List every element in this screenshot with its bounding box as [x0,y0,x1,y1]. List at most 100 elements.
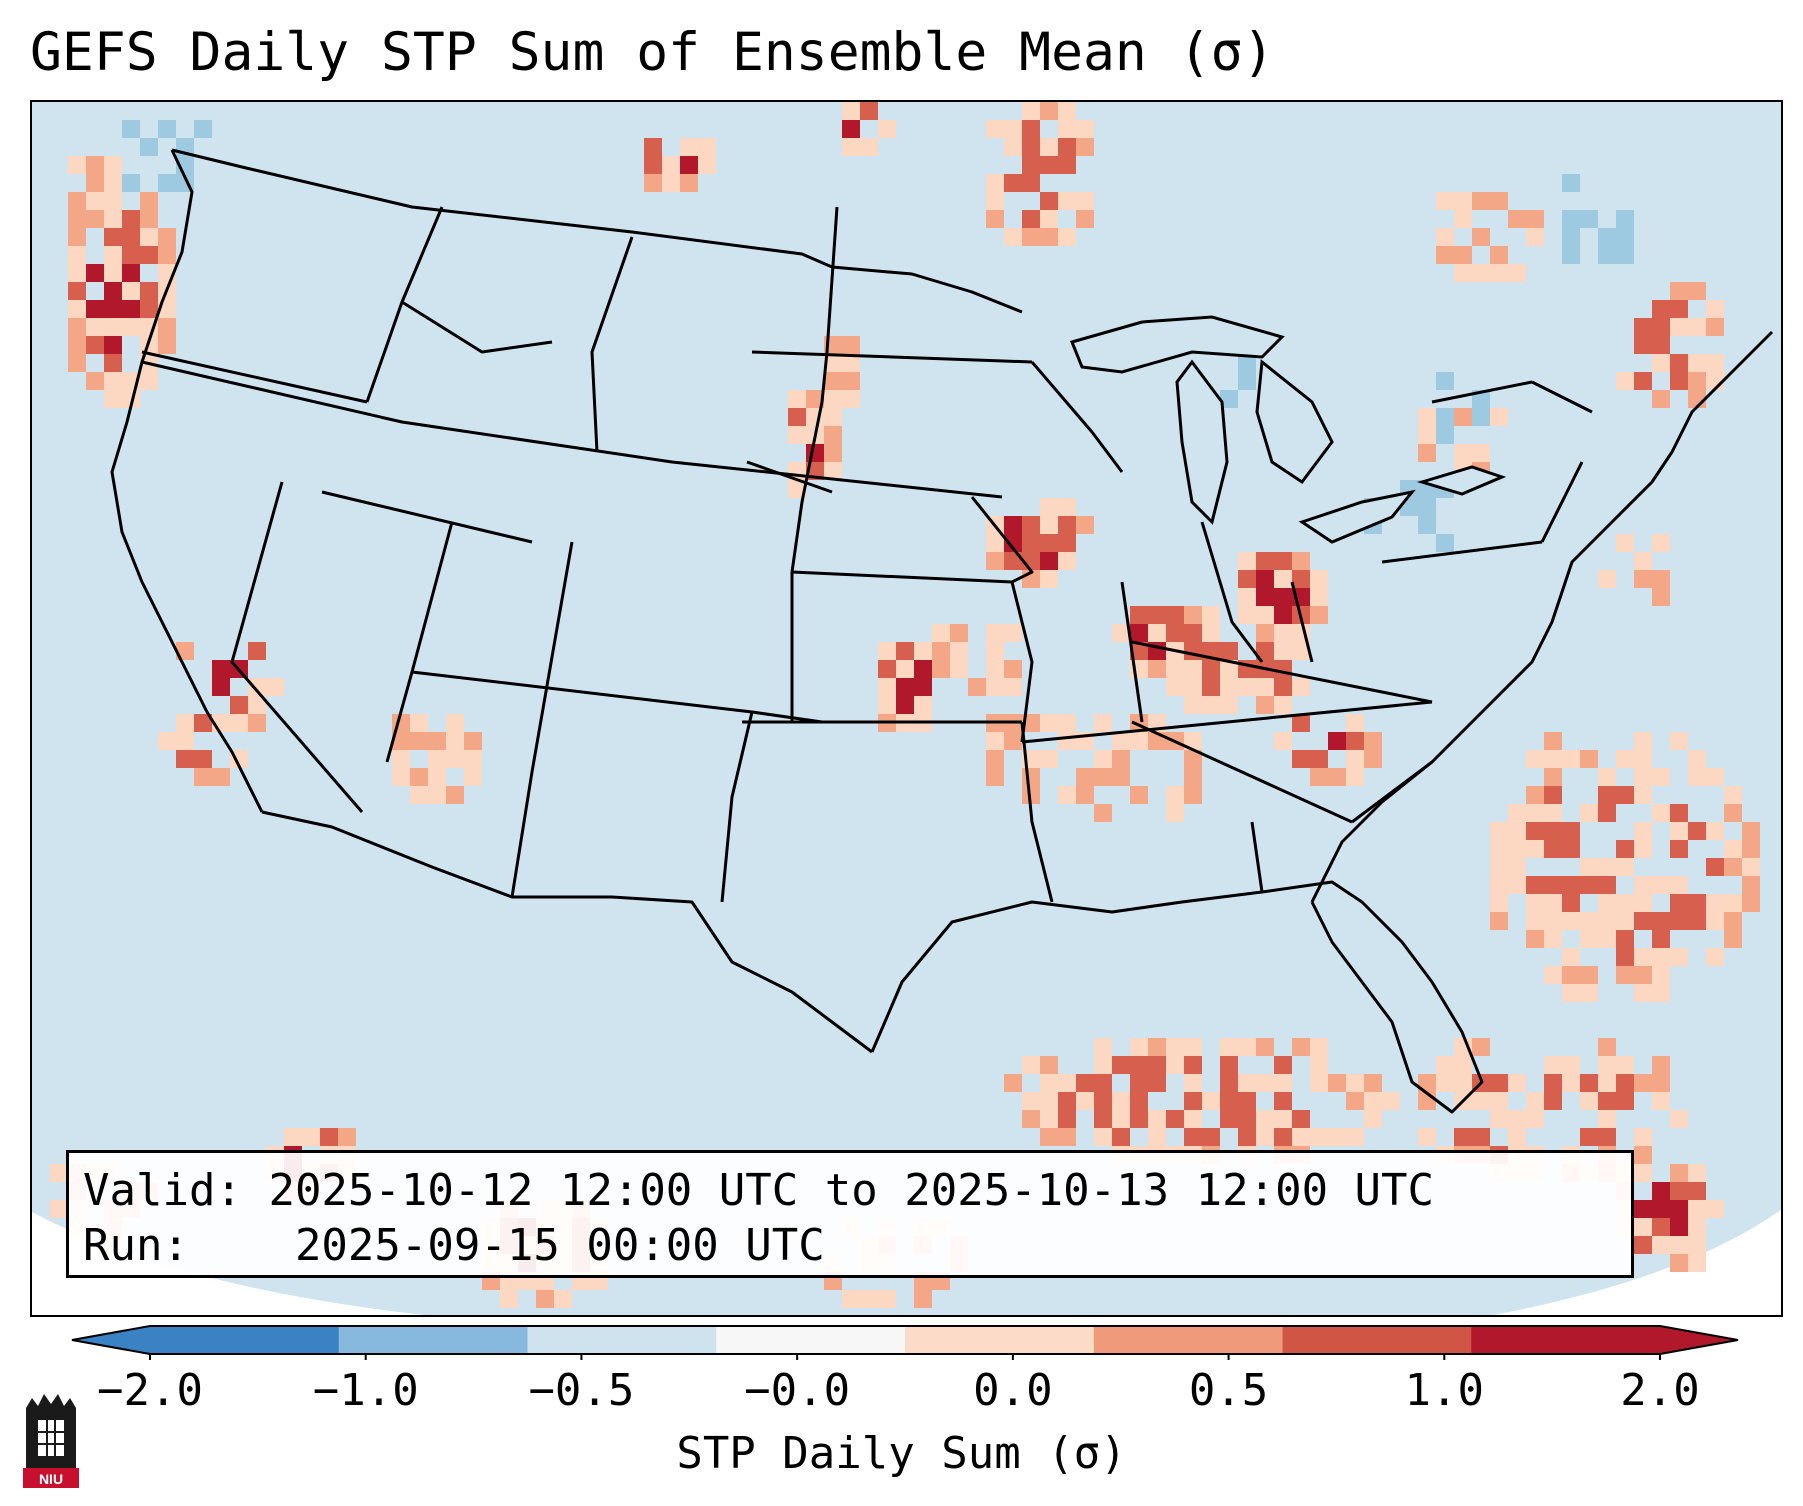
stp-cell [914,696,932,714]
stp-cell [140,210,158,228]
stp-cell [1094,1128,1112,1146]
stp-cell [1274,1110,1292,1128]
stp-cell [410,768,428,786]
stp-cell-negative [1418,498,1436,516]
stp-cell-negative [1562,246,1580,264]
stp-cell [662,174,680,192]
stp-cell [1022,174,1040,192]
stp-cell [1040,750,1058,768]
stp-cell [1742,858,1760,876]
stp-cell [1670,300,1688,318]
stp-cell [464,750,482,768]
stp-cell [1688,372,1706,390]
stp-cell [104,264,122,282]
stp-cell [1634,552,1652,570]
stp-cell [1652,876,1670,894]
stp-cell [1724,786,1742,804]
stp-cell [1130,624,1148,642]
stp-cell [1670,1164,1688,1182]
stp-cell [1652,912,1670,930]
stp-cell [1184,696,1202,714]
stp-cell [1184,678,1202,696]
stp-cell [1652,804,1670,822]
stp-cell [878,678,896,696]
stp-cell [1040,1092,1058,1110]
stp-cell [1310,1074,1328,1092]
stp-cell [1058,1110,1076,1128]
stp-cell [1022,534,1040,552]
stp-cell [1508,858,1526,876]
stp-cell [1058,138,1076,156]
stp-cell-negative [1220,390,1238,408]
stp-cell [140,228,158,246]
stp-cell [122,282,140,300]
stp-cell [1652,1218,1670,1236]
map-canvas [32,102,1781,1315]
stp-cell [932,624,950,642]
stp-cell [1184,642,1202,660]
stp-cell [104,174,122,192]
stp-cell [680,156,698,174]
stp-cell [1256,570,1274,588]
stp-cell [986,660,1004,678]
stp-cell [1652,948,1670,966]
stp-cell [1580,912,1598,930]
stp-cell [104,372,122,390]
stp-cell [1076,516,1094,534]
stp-cell [1184,1056,1202,1074]
stp-cell [1328,1128,1346,1146]
stp-cell [1562,750,1580,768]
stp-cell [1238,552,1256,570]
stp-cell [392,732,410,750]
stp-cell [1076,1074,1094,1092]
stp-cell [302,1128,320,1146]
stp-cell [1076,786,1094,804]
stp-cell [1616,948,1634,966]
stp-cell [140,372,158,390]
stp-cell [1472,1038,1490,1056]
stp-cell [1274,570,1292,588]
stp-cell [1490,1074,1508,1092]
stp-cell [1436,228,1454,246]
stp-cell [1544,876,1562,894]
stp-cell [842,102,860,120]
stp-cell [1742,894,1760,912]
stp-cell [1238,1092,1256,1110]
stp-cell [1040,516,1058,534]
stp-cell [1040,138,1058,156]
stp-cell-negative [1580,210,1598,228]
stp-cell [1094,1074,1112,1092]
stp-cell [1634,732,1652,750]
stp-cell [1706,822,1724,840]
map-panel [30,100,1783,1317]
stp-cell [1670,894,1688,912]
stp-cell [1652,1200,1670,1218]
stp-cell [428,786,446,804]
stp-cell [914,1290,932,1308]
stp-cell [1688,1254,1706,1272]
stp-cell [986,768,1004,786]
stp-cell [1058,120,1076,138]
stp-cell [428,732,446,750]
stp-cell [1580,804,1598,822]
stp-cell [842,120,860,138]
stp-cell [1472,444,1490,462]
stp-cell [1184,1110,1202,1128]
stp-cell [1274,660,1292,678]
stp-cell [1184,1092,1202,1110]
stp-cell [176,750,194,768]
stp-cell [248,714,266,732]
stp-cell [86,372,104,390]
stp-cell [1688,282,1706,300]
stp-cell [824,354,842,372]
stp-cell-negative [158,174,176,192]
stp-cell [104,246,122,264]
stp-cell [86,336,104,354]
stp-cell [1616,930,1634,948]
stp-cell [158,318,176,336]
stp-cell [1454,1056,1472,1074]
stp-cell [1616,786,1634,804]
stp-cell [1292,570,1310,588]
stp-cell [1220,660,1238,678]
stp-cell [1256,624,1274,642]
